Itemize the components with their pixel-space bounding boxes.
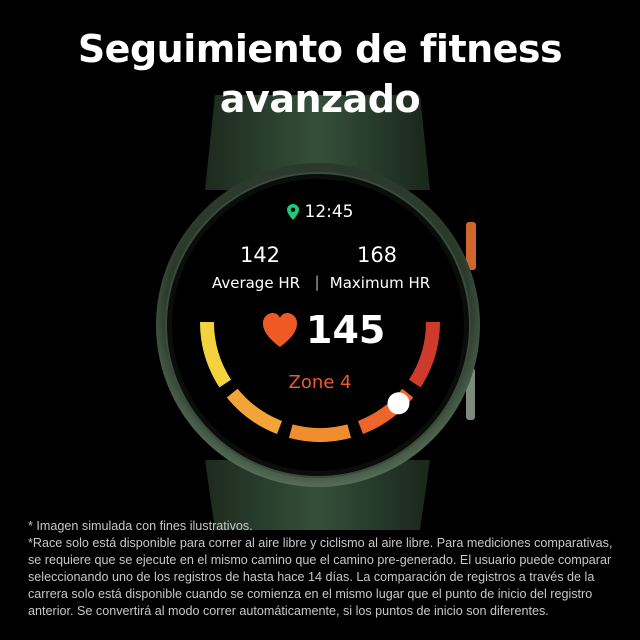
map-pin-icon [287,204,299,220]
heart-icon [263,313,297,347]
watch-time: 12:45 [304,202,354,222]
zone-arc [200,321,440,442]
maximum-hr-label: Maximum HR [329,274,431,292]
headline-line: avanzado [219,77,421,121]
watch-strap-top [205,95,430,190]
zone-arc-segment [408,321,440,388]
heart-rate-value: 145 [306,308,386,352]
side-button-top [466,222,476,270]
maximum-hr-value: 168 [356,243,398,267]
footnote-line: * Imagen simulada con fines ilustrativos… [28,519,253,533]
headline: Seguimiento de fitness avanzado [0,24,640,124]
zone-arc-segment [226,388,283,435]
footnote: * Imagen simulada con fines ilustrativos… [28,518,628,620]
headline-line: Seguimiento de fitness [77,27,563,71]
zone-label: Zone 4 [288,372,352,393]
zone-arc-segment [288,424,352,442]
average-hr-label: Average HR [211,274,301,292]
average-hr-value: 142 [239,243,281,267]
footnote-line: *Race solo está disponible para correr a… [28,536,613,618]
zone-arc-segment [200,321,232,388]
watch-strap-bottom [205,460,430,530]
separator: | [314,273,320,291]
zone-indicator-dot [387,392,410,415]
